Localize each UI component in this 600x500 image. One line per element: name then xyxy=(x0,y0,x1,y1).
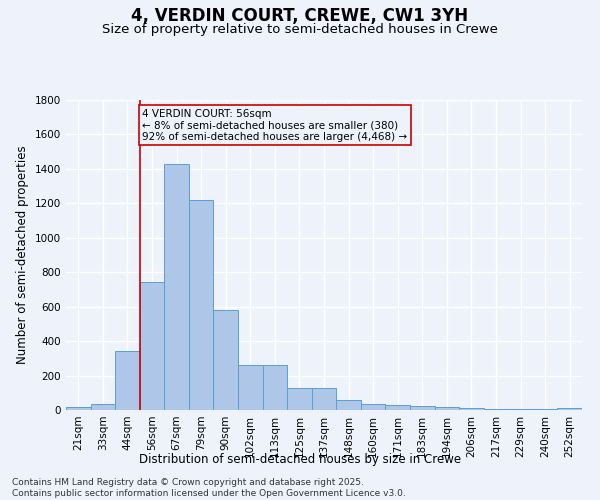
Text: Contains HM Land Registry data © Crown copyright and database right 2025.
Contai: Contains HM Land Registry data © Crown c… xyxy=(12,478,406,498)
Bar xyxy=(66,408,91,410)
Bar xyxy=(336,400,361,410)
Text: Distribution of semi-detached houses by size in Crewe: Distribution of semi-detached houses by … xyxy=(139,452,461,466)
Bar xyxy=(484,409,508,410)
Bar xyxy=(557,408,582,410)
Y-axis label: Number of semi-detached properties: Number of semi-detached properties xyxy=(16,146,29,364)
Bar xyxy=(361,404,385,410)
Text: 4, VERDIN COURT, CREWE, CW1 3YH: 4, VERDIN COURT, CREWE, CW1 3YH xyxy=(131,8,469,26)
Bar xyxy=(189,200,214,410)
Bar xyxy=(214,310,238,410)
Bar xyxy=(140,282,164,410)
Bar xyxy=(312,388,336,410)
Text: Size of property relative to semi-detached houses in Crewe: Size of property relative to semi-detach… xyxy=(102,22,498,36)
Bar xyxy=(459,408,484,410)
Text: 4 VERDIN COURT: 56sqm
← 8% of semi-detached houses are smaller (380)
92% of semi: 4 VERDIN COURT: 56sqm ← 8% of semi-detac… xyxy=(142,108,407,142)
Bar xyxy=(385,405,410,410)
Bar xyxy=(508,409,533,410)
Bar xyxy=(238,365,263,410)
Bar xyxy=(91,404,115,410)
Bar xyxy=(263,365,287,410)
Bar xyxy=(164,164,189,410)
Bar xyxy=(434,408,459,410)
Bar xyxy=(410,406,434,410)
Bar xyxy=(533,409,557,410)
Bar xyxy=(287,388,312,410)
Bar xyxy=(115,350,140,410)
